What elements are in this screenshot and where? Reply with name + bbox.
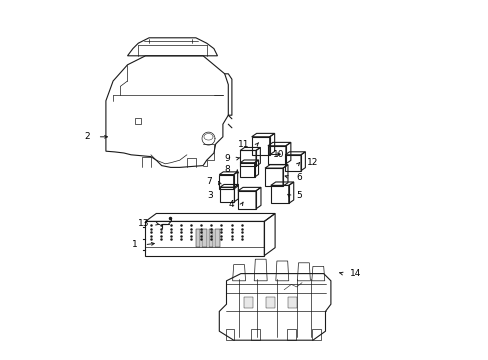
Text: 14: 14 (349, 269, 361, 278)
Text: 6: 6 (295, 173, 301, 181)
Polygon shape (265, 297, 275, 308)
Text: 10: 10 (273, 150, 284, 159)
Text: 11: 11 (238, 140, 249, 149)
Polygon shape (287, 297, 296, 308)
Polygon shape (215, 229, 219, 247)
Polygon shape (196, 229, 200, 247)
Polygon shape (244, 297, 253, 308)
Text: 4: 4 (228, 200, 234, 209)
Text: 2: 2 (84, 132, 90, 141)
Text: 8: 8 (224, 165, 230, 174)
Polygon shape (202, 229, 206, 247)
Text: 1: 1 (131, 240, 137, 249)
Polygon shape (208, 229, 213, 247)
Text: 3: 3 (206, 191, 212, 199)
Text: 13: 13 (138, 219, 149, 228)
Text: 7: 7 (205, 177, 211, 186)
Text: 9: 9 (224, 154, 230, 163)
Text: 12: 12 (306, 158, 318, 167)
Text: 5: 5 (295, 191, 301, 199)
